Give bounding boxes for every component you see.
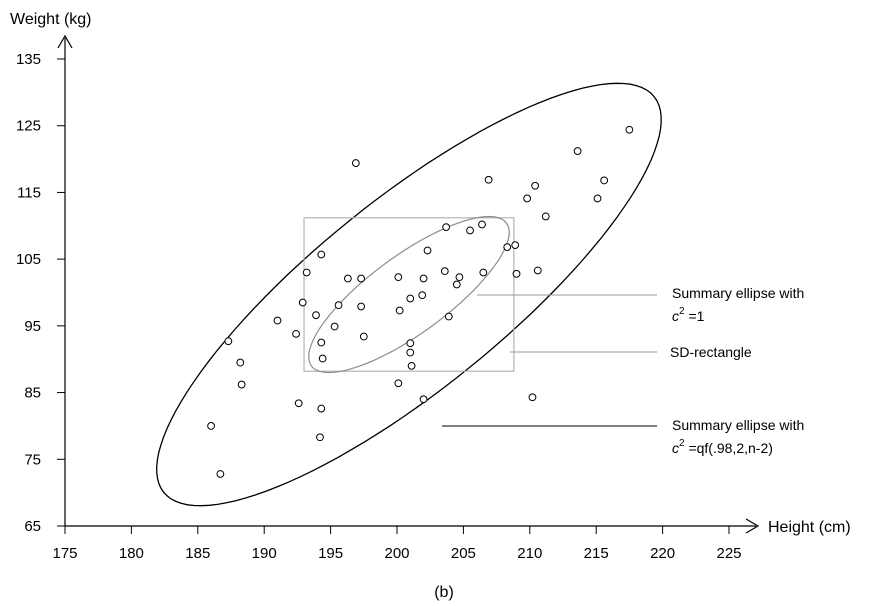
data-point bbox=[395, 306, 404, 315]
data-point bbox=[406, 348, 415, 357]
data-point bbox=[419, 395, 428, 404]
axes bbox=[57, 34, 760, 534]
data-point bbox=[406, 339, 415, 348]
y-tick-label: 95 bbox=[24, 318, 41, 335]
data-point bbox=[359, 332, 368, 341]
y-tick-label: 135 bbox=[16, 51, 41, 68]
annotation-c1-line2: c2 =1 bbox=[672, 306, 705, 324]
x-tick-label: 180 bbox=[119, 545, 144, 562]
data-point bbox=[625, 125, 634, 134]
data-point bbox=[531, 181, 540, 190]
data-point bbox=[479, 268, 488, 277]
y-tick-label: 125 bbox=[16, 118, 41, 135]
y-axis-arrow-icon bbox=[57, 34, 73, 49]
data-point bbox=[317, 338, 326, 347]
data-point bbox=[316, 433, 324, 442]
data-point bbox=[466, 226, 474, 235]
x-tick-label: 185 bbox=[185, 545, 210, 562]
figure-caption: (b) bbox=[434, 584, 454, 601]
data-point bbox=[237, 380, 246, 389]
data-point bbox=[484, 175, 493, 184]
annotation-c1-line1: Summary ellipse with bbox=[672, 285, 804, 301]
data-point bbox=[512, 269, 521, 278]
data-point bbox=[503, 243, 512, 252]
data-point bbox=[317, 404, 326, 413]
x-tick-label: 220 bbox=[650, 545, 675, 562]
x-tick-label: 190 bbox=[252, 545, 277, 562]
x-tick-label: 200 bbox=[384, 545, 409, 562]
data-point bbox=[294, 399, 303, 408]
data-point bbox=[523, 194, 532, 203]
x-tick-label: 205 bbox=[451, 545, 476, 562]
x-tick-label: 175 bbox=[52, 545, 77, 562]
annotation-c98-base: c bbox=[672, 440, 679, 456]
data-point bbox=[423, 246, 432, 255]
data-point bbox=[216, 470, 225, 478]
data-point bbox=[318, 354, 327, 363]
data-point bbox=[600, 176, 609, 185]
data-point bbox=[573, 147, 582, 155]
y-tick-label: 65 bbox=[24, 518, 41, 535]
data-point bbox=[394, 379, 403, 388]
x-axis-title: Height (cm) bbox=[768, 519, 851, 536]
data-point bbox=[419, 274, 428, 283]
data-point bbox=[302, 268, 311, 277]
y-tick-label: 115 bbox=[17, 184, 41, 201]
x-tick-label: 215 bbox=[584, 545, 609, 562]
data-point bbox=[511, 241, 520, 250]
data-point bbox=[351, 159, 360, 167]
data-point bbox=[455, 273, 464, 282]
annotation-sd-rectangle: SD-rectangle bbox=[670, 344, 752, 360]
annotation-c98-line1: Summary ellipse with bbox=[672, 417, 804, 433]
data-point bbox=[444, 312, 453, 321]
x-tick-label: 225 bbox=[716, 545, 741, 562]
data-point bbox=[533, 266, 542, 275]
x-tick-label: 195 bbox=[318, 545, 343, 562]
data-point bbox=[357, 302, 366, 311]
summary-ellipse-c1 bbox=[308, 215, 510, 374]
data-point bbox=[330, 322, 339, 331]
y-tick-label: 85 bbox=[24, 385, 41, 402]
annotation-c98-line2: c2 =qf(.98,2,n-2) bbox=[672, 438, 773, 456]
annotation-c1-sup: 2 bbox=[679, 306, 685, 317]
data-point bbox=[478, 220, 486, 229]
data-point bbox=[224, 337, 233, 346]
data-point bbox=[273, 316, 282, 325]
annotation-c1-base: c bbox=[672, 308, 679, 324]
data-point bbox=[452, 280, 461, 289]
data-point bbox=[418, 291, 427, 300]
data-point bbox=[312, 311, 320, 320]
data-point bbox=[528, 393, 537, 402]
data-point bbox=[407, 361, 416, 370]
data-point bbox=[334, 301, 343, 310]
data-point bbox=[236, 358, 245, 367]
y-axis-title: Weight (kg) bbox=[10, 11, 92, 28]
data-point bbox=[442, 223, 451, 232]
data-point bbox=[440, 267, 449, 276]
x-tick-label: 210 bbox=[517, 545, 542, 562]
data-point bbox=[317, 250, 326, 259]
data-point bbox=[541, 212, 550, 221]
leader-lines bbox=[442, 294, 657, 427]
data-point bbox=[406, 294, 415, 303]
data-point bbox=[394, 273, 403, 282]
annotation-c1-rest: =1 bbox=[685, 308, 705, 324]
data-point bbox=[593, 194, 602, 203]
y-tick-label: 75 bbox=[24, 451, 41, 468]
data-point bbox=[343, 274, 352, 283]
summary-ellipse-c98 bbox=[156, 82, 662, 507]
annotation-c98-sup: 2 bbox=[679, 438, 685, 449]
data-point bbox=[292, 329, 300, 338]
data-point bbox=[298, 298, 307, 307]
data-point bbox=[207, 422, 215, 430]
y-tick-label: 105 bbox=[16, 251, 41, 268]
x-axis-arrow-icon bbox=[745, 518, 760, 534]
annotations: Summary ellipse with c2 =1 SD-rectangle … bbox=[670, 285, 804, 456]
annotation-c98-rest: =qf(.98,2,n-2) bbox=[685, 440, 773, 456]
data-point bbox=[357, 274, 366, 283]
